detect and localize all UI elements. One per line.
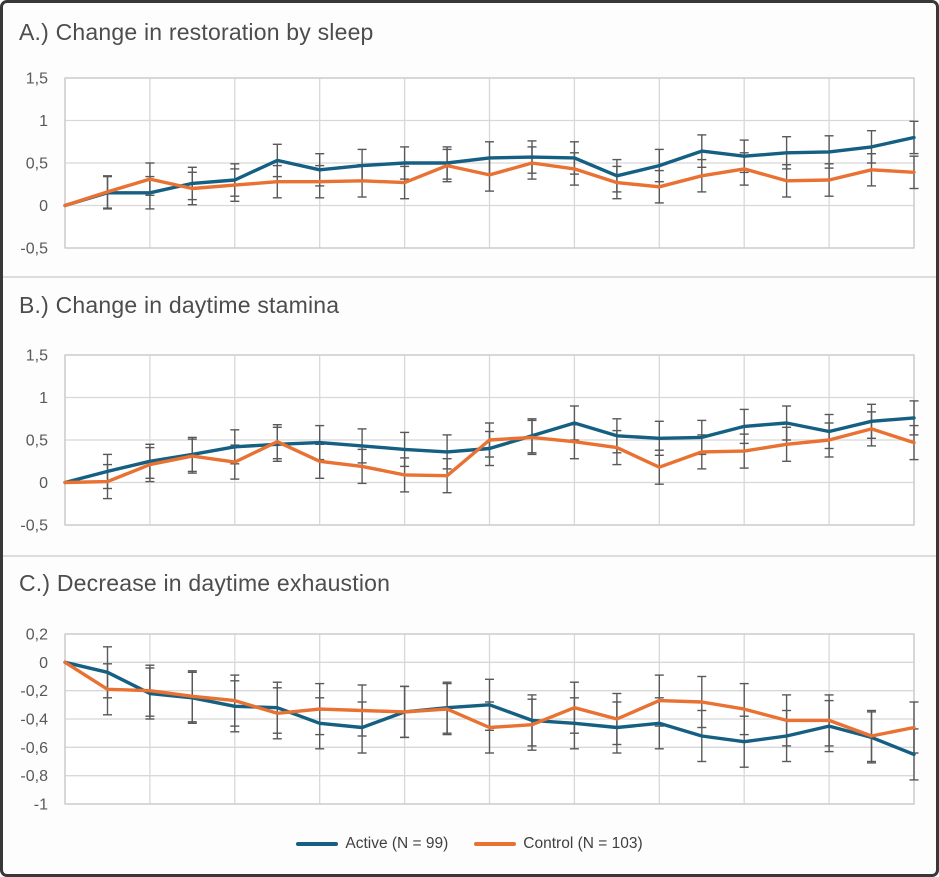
y-tick-label: 1	[39, 390, 48, 407]
y-tick-label: -0,5	[20, 241, 48, 258]
y-tick-label: -1	[34, 797, 48, 814]
y-tick-label: 1,5	[26, 348, 48, 365]
y-tick-label: -0,5	[20, 518, 48, 535]
legend-label-active: Active (N = 99)	[345, 835, 449, 852]
y-tick-label: 0	[39, 655, 48, 672]
y-tick-label: 0,5	[26, 433, 48, 450]
panel-c-plot: 0,2 0 -0,2 -0,4 -0,6 -0,8 -1	[20, 627, 919, 814]
y-tick-label: 0	[39, 198, 48, 215]
panel-c-title: C.) Decrease in daytime exhaustion	[19, 570, 391, 596]
y-tick-label: 0,2	[26, 627, 48, 644]
series-line-active	[63, 135, 916, 208]
legend-line-control-icon	[474, 842, 517, 846]
legend: Active (N = 99) Control (N = 103)	[0, 835, 939, 853]
panel-separator-top	[3, 276, 936, 278]
series-line-control	[63, 660, 916, 738]
y-tick-label: 1	[39, 113, 48, 130]
legend-line-active-icon	[296, 842, 339, 846]
y-tick-label: -0,8	[20, 768, 48, 785]
y-tick-label: 1,5	[26, 71, 48, 88]
panel-b-plot: 1,5 1 0,5 0 -0,5	[20, 348, 919, 535]
series-line-active	[63, 416, 916, 485]
legend-item-control: Control (N = 103)	[474, 835, 643, 853]
series-line-control	[63, 161, 916, 208]
legend-label-control: Control (N = 103)	[523, 835, 643, 852]
y-tick-label: -0,4	[20, 712, 48, 729]
panel-b-title: B.) Change in daytime stamina	[19, 292, 340, 318]
panel-separator-bottom	[3, 555, 936, 557]
y-tick-label: 0,5	[26, 156, 48, 173]
legend-item-active: Active (N = 99)	[296, 835, 448, 853]
y-tick-label: -0,2	[20, 683, 48, 700]
series-line-active	[63, 660, 916, 757]
series-line-control	[63, 427, 916, 485]
panel-a-plot: 1,5 1 0,5 0 -0,5	[20, 71, 919, 258]
panel-a-title: A.) Change in restoration by sleep	[19, 19, 374, 45]
y-tick-label: 0	[39, 475, 48, 492]
y-tick-label: -0,6	[20, 740, 48, 757]
